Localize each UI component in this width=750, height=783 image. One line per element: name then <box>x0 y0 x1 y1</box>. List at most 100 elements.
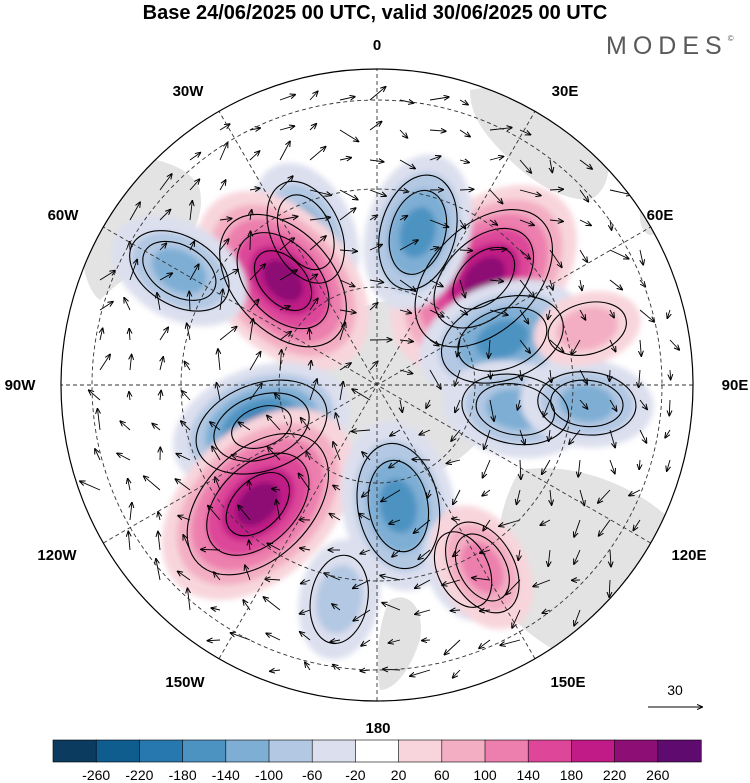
reference-vector-label: 30 <box>667 682 683 698</box>
wind-arrow <box>451 429 461 441</box>
wind-arrow <box>400 399 402 412</box>
wind-arrow <box>639 309 654 322</box>
wind-arrow <box>574 609 581 626</box>
wind-arrow <box>361 639 371 646</box>
wind-arrow <box>506 579 521 595</box>
wind-arrow <box>309 124 316 131</box>
wind-arrow <box>249 128 260 130</box>
wind-arrow <box>429 130 446 131</box>
wind-arrow <box>128 479 130 491</box>
wind-arrow <box>489 399 494 421</box>
new-zealand <box>377 597 421 690</box>
wind-arrow <box>219 270 238 281</box>
contour-set <box>537 371 637 436</box>
wind-arrow <box>412 459 431 460</box>
colorbar-swatch <box>95 739 140 763</box>
colorbar-tick-label: 140 <box>517 767 541 783</box>
wind-arrow <box>483 519 491 530</box>
label-lon-60e: 60E <box>647 207 674 224</box>
wind-arrow <box>159 210 170 221</box>
wind-arrow <box>352 430 371 431</box>
wind-arrow <box>579 399 587 409</box>
wind-arrow <box>414 519 431 533</box>
wind-arrow <box>609 249 629 259</box>
wind-arrow <box>129 329 130 341</box>
wind-arrow <box>183 535 191 551</box>
wind-arrow <box>459 219 465 229</box>
wind-arrow <box>309 329 310 341</box>
wind-arrow <box>540 519 551 525</box>
wind-arrow <box>453 669 461 678</box>
wind-arrow <box>279 332 291 341</box>
anomaly-center <box>162 408 354 600</box>
wind-arrow <box>310 361 311 371</box>
wind-arrow <box>214 572 221 581</box>
contour-line <box>253 250 313 312</box>
colorbar: -260 -220 -180 -140 -100 -60 -20 20 60 100 140 180 2… <box>52 739 702 783</box>
colorbar-tick-label: -140 <box>212 767 240 783</box>
wind-arrow <box>392 549 401 557</box>
wind-arrow <box>160 357 163 371</box>
wind-arrow <box>176 479 191 491</box>
wind-arrow <box>453 549 461 556</box>
reference-vector: 30 <box>648 682 702 707</box>
wind-arrow <box>339 158 351 160</box>
wind-arrow <box>580 279 582 290</box>
wind-arrow <box>95 449 101 461</box>
wind-arrow <box>399 216 407 220</box>
wind-arrow <box>152 424 161 431</box>
wind-arrow <box>399 159 415 169</box>
wind-arrow <box>249 264 265 281</box>
wind-arrow <box>472 578 491 580</box>
wind-arrow <box>598 489 611 503</box>
wind-arrow <box>217 383 221 401</box>
wind-arrow <box>459 189 474 190</box>
wind-arrow <box>512 609 521 628</box>
wind-arrow <box>249 188 260 190</box>
wind-arrow <box>609 579 610 597</box>
label-lon-150e: 150E <box>550 674 585 691</box>
wind-arrow <box>380 576 401 581</box>
colorbar-tick-label: -20 <box>345 767 365 783</box>
wind-arrow <box>99 355 110 371</box>
colorbar-swatch <box>441 739 486 763</box>
wind-arrow <box>362 489 371 497</box>
label-lon-30e: 30E <box>552 83 579 100</box>
label-lon-90w: 90W <box>5 377 37 394</box>
wind-arrow <box>249 151 259 161</box>
wind-arrow <box>215 477 221 491</box>
label-lon-90e: 90E <box>722 377 749 394</box>
wind-arrow <box>250 319 253 341</box>
wind-arrow <box>518 549 520 560</box>
wind-arrow <box>609 189 631 195</box>
wind-arrow <box>158 532 160 551</box>
wind-arrow <box>270 670 281 671</box>
map-boundary <box>60 68 694 702</box>
wind-arrow <box>272 489 281 490</box>
wind-arrow <box>210 422 221 431</box>
wind-arrow <box>480 610 491 611</box>
contour-line <box>550 379 624 428</box>
wind-arrow <box>330 640 341 642</box>
colorbar-swatch <box>225 739 270 763</box>
wind-arrow <box>187 324 190 341</box>
wind-arrow <box>157 293 160 311</box>
wind-arrow <box>427 489 430 498</box>
map-title: Base 24/06/2025 00 UTC, valid 30/06/2025… <box>142 2 608 24</box>
wind-arrow <box>579 309 585 320</box>
wind-arrow <box>99 271 115 281</box>
wind-arrow <box>489 280 503 281</box>
wind-arrow <box>129 392 130 401</box>
wind-arrow <box>453 489 461 504</box>
contour-line <box>195 379 328 475</box>
wind-arrow <box>339 129 358 141</box>
wind-arrow <box>158 512 160 521</box>
label-lon-120e: 120E <box>671 547 706 564</box>
wind-arrow <box>639 399 647 409</box>
wind-arrow <box>336 413 341 431</box>
wind-arrow <box>243 600 251 611</box>
wind-arrow <box>549 220 563 221</box>
wind-arrow <box>629 489 641 496</box>
wind-arrow <box>610 369 611 381</box>
wind-arrow <box>429 219 448 227</box>
